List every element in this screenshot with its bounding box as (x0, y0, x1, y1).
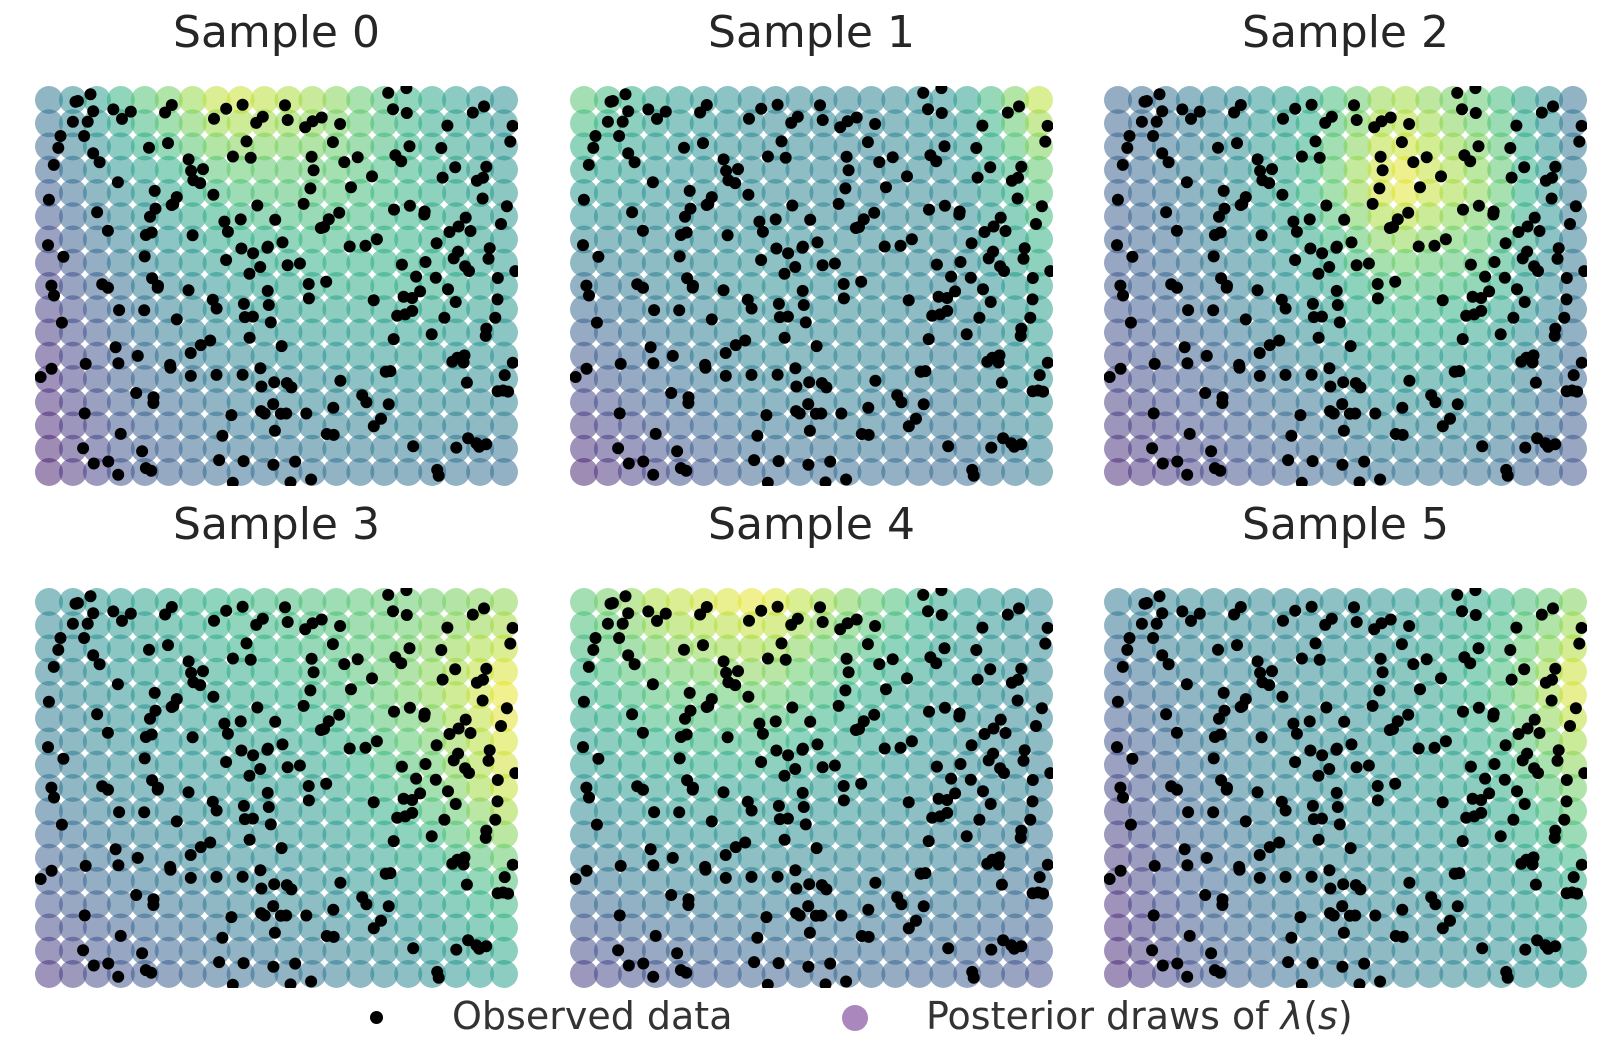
panel-title-sample-4: Sample 4 (708, 499, 915, 550)
panel-scatter-sample-3 (35, 588, 518, 988)
observed-points-layer (1104, 86, 1587, 486)
observed-points-layer (570, 86, 1053, 486)
observed-points-layer (570, 588, 1053, 988)
panel-scatter-sample-5 (1104, 588, 1587, 988)
observed-points-layer (1104, 588, 1587, 988)
panel-title-sample-0: Sample 0 (173, 7, 380, 58)
panel-title-sample-5: Sample 5 (1242, 499, 1449, 550)
posterior-intensity-layer (570, 86, 1053, 486)
observed-data-legend-label: Observed data (452, 994, 733, 1038)
posterior-label-open-paren: ( (1303, 994, 1319, 1038)
posterior-draws-legend-marker-icon (842, 1005, 868, 1031)
posterior-draws-legend-label: Posterior draws of λ(s) (926, 994, 1353, 1038)
observed-points-layer (35, 588, 518, 988)
observed-points-layer (35, 86, 518, 486)
panel-title-sample-2: Sample 2 (1242, 7, 1449, 58)
panel-scatter-sample-0 (35, 86, 518, 486)
panel-scatter-sample-2 (1104, 86, 1587, 486)
panel-scatter-sample-4 (570, 588, 1053, 988)
panel-title-sample-3: Sample 3 (173, 499, 380, 550)
posterior-label-s: s (1318, 994, 1338, 1038)
posterior-label-lambda: λ (1280, 994, 1304, 1038)
posterior-label-prefix: Posterior draws of (926, 994, 1281, 1038)
posterior-label-close-paren: ) (1337, 994, 1353, 1038)
panel-title-sample-1: Sample 1 (708, 7, 915, 58)
panel-scatter-sample-1 (570, 86, 1053, 486)
observed-data-legend-marker-icon (370, 1011, 383, 1024)
